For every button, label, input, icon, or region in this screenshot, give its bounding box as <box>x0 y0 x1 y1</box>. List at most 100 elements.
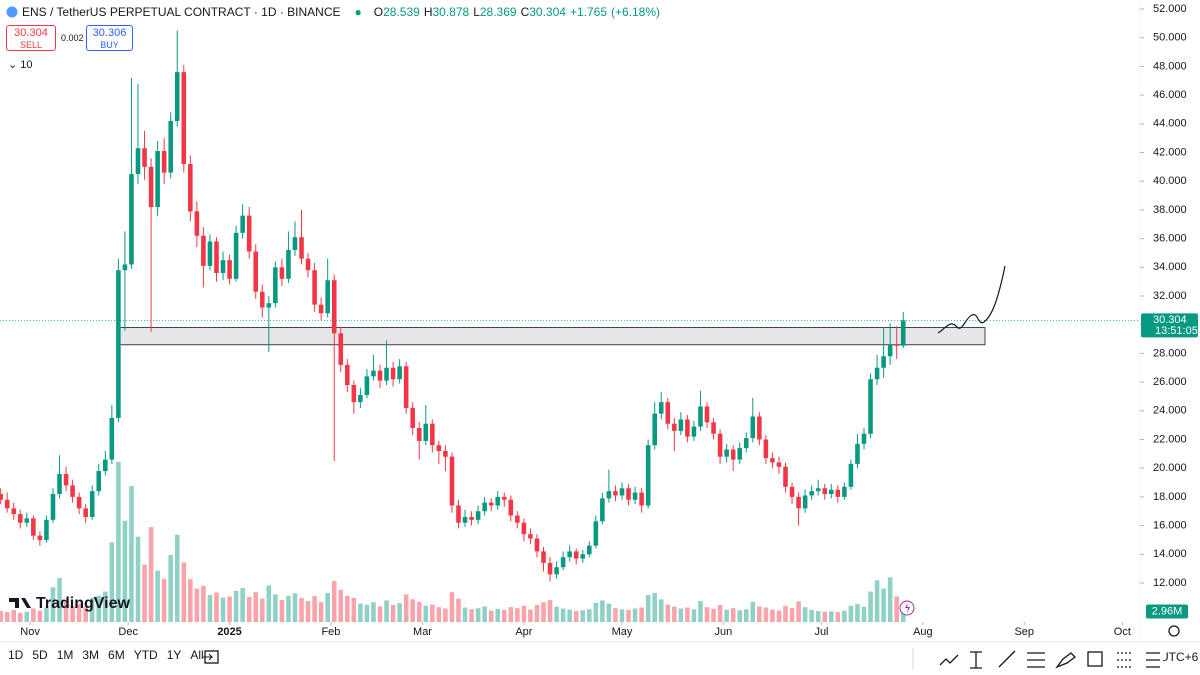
volume-bar <box>783 605 788 622</box>
candle-body <box>70 485 75 497</box>
candle-body <box>443 450 448 457</box>
tool-rect[interactable] <box>1087 651 1103 667</box>
candle-body <box>652 413 657 446</box>
candle-body <box>547 562 553 575</box>
candle-body <box>188 164 193 212</box>
candle-body <box>606 491 612 499</box>
volume-bar <box>390 605 396 622</box>
volume-bar <box>861 606 867 622</box>
sell-price: 30.304 <box>14 27 48 39</box>
candle-body <box>815 488 821 492</box>
candle-body <box>259 291 265 308</box>
timeframe-button[interactable]: 6M <box>108 648 125 662</box>
volume-bar <box>410 599 415 622</box>
volume-bar <box>698 601 703 622</box>
candle-body <box>384 367 389 381</box>
candle-body <box>161 151 167 173</box>
volume-bar <box>142 564 147 622</box>
candle-body <box>214 241 219 274</box>
timeframe-button[interactable]: 1M <box>56 648 74 662</box>
x-tick-label: Aug <box>913 626 933 638</box>
volume-bar <box>874 580 880 622</box>
tool-line[interactable] <box>998 650 1016 668</box>
buy-button[interactable]: 30.306 BUY <box>86 25 133 51</box>
volume-bar <box>397 603 402 622</box>
candle-body <box>233 232 239 279</box>
candle-body <box>220 260 226 274</box>
volume-bar <box>776 610 782 622</box>
last-price-box <box>1141 313 1198 338</box>
volume-bar <box>547 600 553 622</box>
x-tick-label: Jul <box>814 626 828 638</box>
timeframe-button[interactable]: 3M <box>82 648 100 662</box>
sell-button[interactable]: 30.304 SELL <box>6 25 56 51</box>
volume-bar <box>299 597 304 622</box>
date-range-icon[interactable] <box>203 648 221 666</box>
tool-trend[interactable] <box>939 654 959 666</box>
settings-icon[interactable] <box>1168 625 1180 637</box>
candle-body <box>273 267 278 304</box>
volume-bar <box>521 605 527 622</box>
volume-bar <box>318 602 324 622</box>
volume-bar <box>573 611 579 622</box>
timezone[interactable]: UTC+6 <box>1160 650 1199 664</box>
timeframe-button[interactable]: 1D <box>8 648 24 662</box>
candle-body <box>783 466 788 487</box>
candle-body <box>658 402 664 414</box>
x-tick-label: Oct <box>1114 626 1131 638</box>
candle-body <box>750 416 756 439</box>
volume-bar <box>312 596 317 622</box>
candle-body <box>116 270 121 418</box>
tool-fib[interactable] <box>1027 652 1045 668</box>
change-pct: (+6.18%) <box>611 5 661 19</box>
timeframe-button[interactable]: 1Y <box>166 648 182 662</box>
volume-bar <box>220 597 226 622</box>
candle-body <box>207 241 213 266</box>
y-tick-label: 22.000 <box>1153 433 1187 445</box>
x-tick-label: Feb <box>321 626 340 638</box>
y-tick-label: 28.000 <box>1153 347 1187 359</box>
timeframe-button[interactable]: All <box>190 648 204 662</box>
symbol[interactable]: ENS / TetherUS PERPETUAL CONTRACT · 1D ·… <box>22 5 341 19</box>
volume-bar <box>96 595 102 622</box>
candle-body <box>416 428 422 441</box>
candle-body <box>50 494 56 520</box>
volume-bar <box>475 608 481 622</box>
candle-body <box>325 280 330 314</box>
timeframe-button[interactable]: 5D <box>32 648 48 662</box>
freehand-drawing <box>937 265 1006 334</box>
countdown: 13:51:05 <box>1155 325 1198 337</box>
volume-bar <box>31 608 36 622</box>
candle-body <box>678 419 684 431</box>
volume-bar <box>129 486 134 622</box>
volume-box <box>1146 604 1188 619</box>
volume-bar <box>338 589 344 622</box>
tool-brush[interactable] <box>1055 652 1076 669</box>
tool-text[interactable] <box>970 651 982 669</box>
candle-body <box>31 518 36 536</box>
volume-bar <box>161 578 167 622</box>
volume-bar <box>737 610 743 622</box>
volume-bar <box>763 607 769 622</box>
y-tick-label: 52.000 <box>1153 3 1187 15</box>
candle-body <box>96 471 102 492</box>
candle-body <box>835 489 841 497</box>
volume-bar <box>835 612 841 622</box>
candle-body <box>76 496 82 509</box>
indicator-toggle[interactable]: ⌄ 10 <box>8 58 33 71</box>
volume-bar <box>632 608 638 622</box>
candle-body <box>541 551 546 563</box>
volume-bar <box>240 588 245 622</box>
candle-body <box>528 534 533 539</box>
candle-body <box>560 557 566 568</box>
tool-measure[interactable] <box>1117 652 1133 668</box>
timeframe-button[interactable]: YTD <box>133 648 158 662</box>
volume-bar <box>652 592 657 622</box>
candle-body <box>724 449 729 457</box>
volume-bar <box>789 608 795 622</box>
volume-bar <box>717 605 723 622</box>
volume-bar <box>462 607 468 622</box>
volume-bar <box>246 596 252 622</box>
volume-bar <box>685 607 690 622</box>
